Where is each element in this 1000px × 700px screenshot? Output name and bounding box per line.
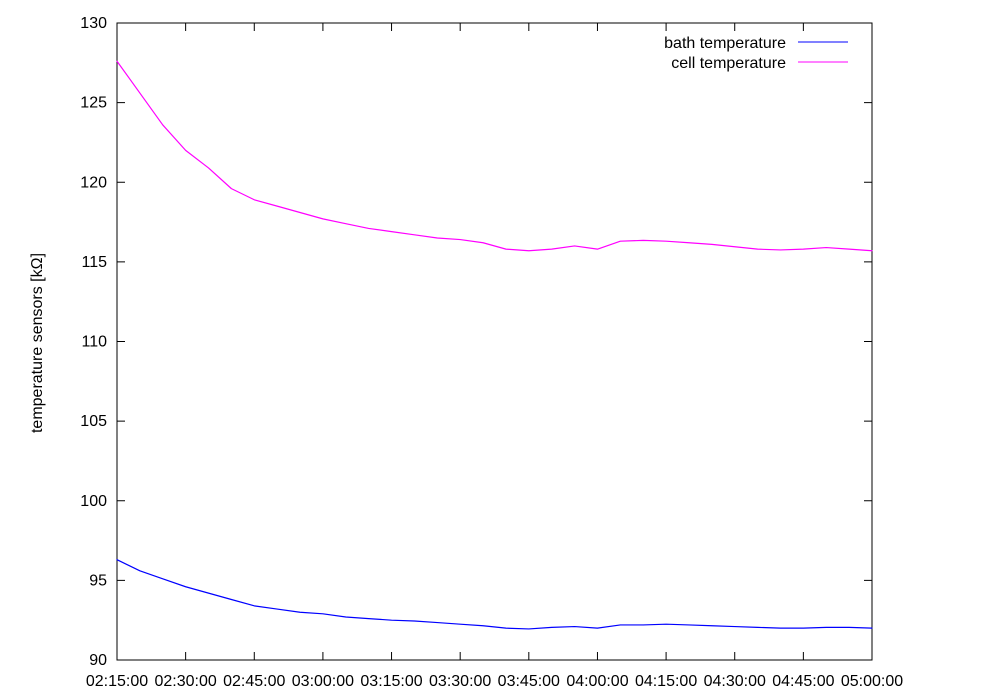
plot-frame [116,22,873,661]
y-tick-label: 125 [80,95,107,112]
y-tick-label: 115 [81,254,107,271]
y-axis-label: temperature sensors [kΩ] [29,253,46,433]
y-tick-label: 90 [89,652,107,669]
y-tick-label: 95 [89,572,107,589]
x-tick-label: 04:30:00 [704,673,766,690]
legend: bath temperature cell temperature [664,35,848,72]
y-tick-label: 105 [80,413,107,430]
x-tick-label: 03:45:00 [498,673,560,690]
x-tick-label: 05:00:00 [841,673,903,690]
bath-temperature-line [116,559,873,630]
x-tick-label: 04:15:00 [635,673,697,690]
x-axis-ticks: 02:15:00 02:30:00 02:45:00 03:00:00 03:15:00… [86,23,903,690]
y-tick-label: 120 [80,174,107,191]
x-tick-label: 03:00:00 [292,673,354,690]
series-lines [116,60,873,630]
x-tick-label: 02:45:00 [223,673,285,690]
x-tick-label: 04:00:00 [566,673,628,690]
x-tick-label: 03:15:00 [360,673,422,690]
y-axis-ticks: 90 95 100 105 110 115 120 125 130 [80,15,872,669]
cell-temperature-line [116,60,873,252]
x-tick-label: 02:30:00 [154,673,216,690]
x-tick-label: 03:30:00 [429,673,491,690]
y-tick-label: 110 [81,334,107,351]
legend-label-cell-temperature: cell temperature [671,55,786,72]
y-tick-label: 100 [80,493,107,510]
y-tick-label: 130 [80,15,107,32]
legend-label-bath-temperature: bath temperature [664,35,786,52]
x-tick-label: 02:15:00 [86,673,148,690]
x-tick-label: 04:45:00 [772,673,834,690]
